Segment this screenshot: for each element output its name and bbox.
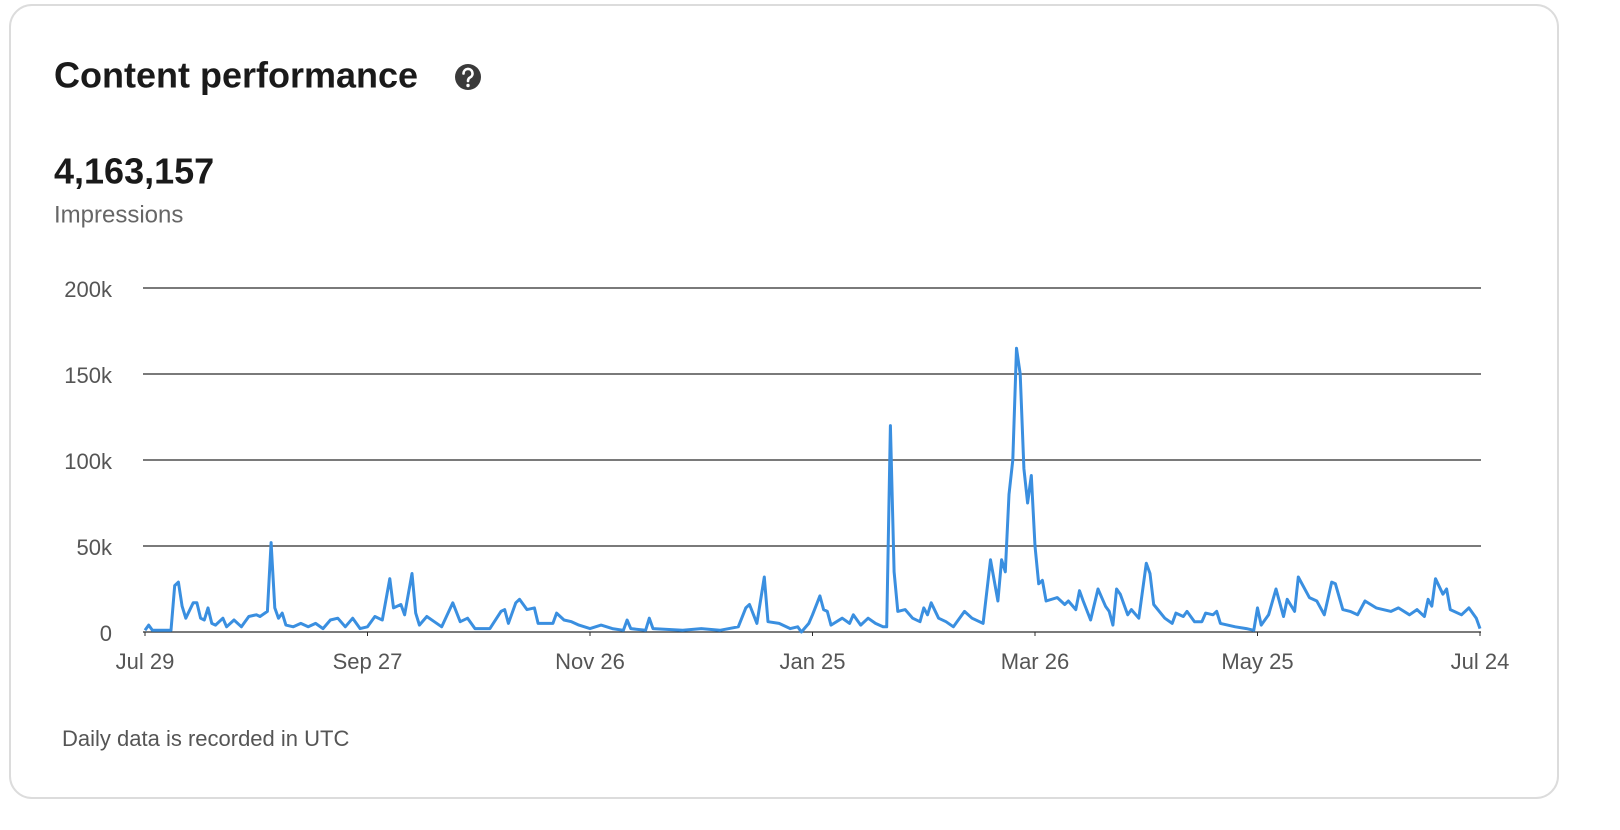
card-border: [9, 4, 1559, 799]
x-tick-label: Jul 24: [1451, 649, 1510, 674]
title: Content performance: [54, 55, 418, 96]
x-tick-label: Jan 25: [779, 649, 845, 674]
y-tick-label: 100k: [64, 449, 113, 474]
footer-note: Daily data is recorded in UTC: [62, 726, 349, 751]
y-tick-label: 200k: [64, 277, 113, 302]
x-tick-label: Jul 29: [116, 649, 175, 674]
x-tick-label: Nov 26: [555, 649, 625, 674]
total-value: 4,163,157: [54, 151, 214, 192]
x-tick-label: Sep 27: [333, 649, 403, 674]
x-tick-label: Mar 26: [1001, 649, 1069, 674]
y-tick-label: 0: [100, 621, 112, 646]
y-tick-label: 150k: [64, 363, 113, 388]
y-tick-label: 50k: [77, 535, 113, 560]
help-icon[interactable]: [455, 64, 481, 90]
x-tick-label: May 25: [1221, 649, 1293, 674]
data-line: [143, 346, 1482, 634]
metric-label: Impressions: [54, 201, 183, 228]
